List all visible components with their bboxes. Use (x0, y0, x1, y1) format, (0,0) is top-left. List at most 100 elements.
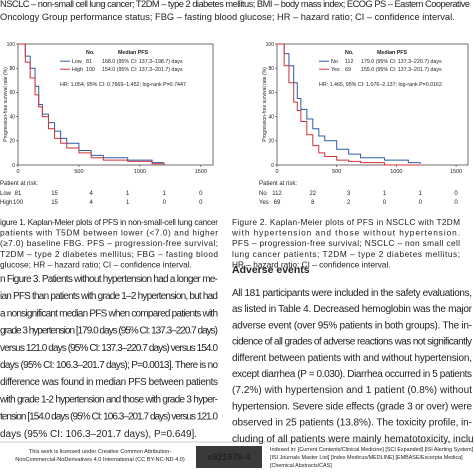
figure-caption: igure 1. Kaplan-Meier plots of PFS in no… (0, 217, 218, 227)
body-text: observed in 25 patients (13.8%). The tox… (232, 418, 472, 429)
risk-count: 69 (274, 200, 281, 206)
body-text: tension [154.0 days (95% CI: 106.3–201.7… (0, 412, 218, 423)
legend-n: 112 (345, 59, 353, 65)
survival-curve (277, 43, 421, 164)
risk-count: 0 (454, 191, 458, 197)
legend-header: No. (345, 50, 354, 56)
risk-count: 100 (13, 200, 24, 206)
body-text: different between patients with and with… (232, 353, 472, 364)
plot-frame (17, 43, 214, 166)
x-tick-label: 500 (332, 169, 341, 175)
indexed-text: Indexed in: [Current Contents/Clinical M… (270, 447, 474, 453)
figure-caption: lung cancer patients; T2DM – type 2 diab… (232, 249, 460, 259)
body-text: difference was found in median PFS betwe… (0, 377, 218, 388)
y-tick-label: 60 (9, 90, 15, 96)
x-tick-label: 1000 (390, 169, 402, 175)
x-tick-label: 0 (16, 169, 19, 175)
body-text: days (95% CI: 106.3–201.7 days); P=0.001… (0, 360, 218, 371)
risk-count: 0 (199, 191, 203, 197)
risk-count: 1 (163, 191, 167, 197)
header-line: Oncology Group performance status; FBG –… (0, 12, 455, 22)
page-number-box (196, 446, 262, 468)
figure-caption: with hypertension and those without hype… (231, 228, 460, 238)
figure-caption: T2DM – type 2 diabetes mellitus; FBG – f… (0, 249, 218, 259)
y-tick-label: 20 (9, 139, 15, 145)
body-text: as listed in Table 4. Decreased hemoglob… (232, 304, 473, 315)
risk-count: 81 (15, 191, 22, 197)
y-axis-label: Progression-free survival rate (%) (3, 67, 9, 142)
risk-title: Patient at risk: (0, 181, 38, 187)
risk-row-name: No (259, 191, 267, 197)
body-text: cluding of all patients were mainly hema… (232, 434, 474, 445)
y-tick-label: 80 (268, 66, 274, 72)
risk-count: 112 (272, 191, 282, 197)
survival-curve (277, 43, 421, 166)
risk-count: 0 (454, 200, 458, 206)
body-text: versus 121.0 days (95% CI: 137.3–220.7 d… (0, 343, 218, 354)
legend-header: No. (86, 50, 95, 56)
body-text: (7.2%) with hypertension and 1 patient (… (232, 385, 472, 396)
x-tick-label: 1500 (450, 169, 462, 175)
figure-caption: HR – hazard ratio; CI – confidence inter… (232, 259, 391, 269)
body-text: adverse event (over 95% patients in both… (232, 320, 472, 331)
legend-header: Median PFS (118, 50, 148, 56)
risk-count: 1 (419, 191, 423, 197)
legend-median: 154.0 (95% CI: 137.3–201.7) days (102, 67, 183, 73)
legend-median: 179.0 (95% CI: 137.3–220.7) days (361, 59, 442, 65)
legend-name: Yes (331, 67, 340, 73)
y-tick-label: 20 (268, 139, 274, 145)
y-tick-label: 100 (266, 42, 275, 48)
figure-caption: glucose; HR – hazard ratio; CI – confide… (0, 259, 192, 269)
x-tick-label: 1000 (134, 169, 146, 175)
y-tick-label: 0 (12, 163, 15, 169)
risk-count: 0 (163, 200, 167, 206)
risk-count: 0 (383, 200, 387, 206)
legend-stat: HR: 1.465, 95% CI: 1.076–2.137; log-rank… (319, 82, 442, 88)
legend-name: High (72, 67, 83, 73)
risk-count: 1 (126, 200, 130, 206)
risk-count: 15 (51, 200, 58, 206)
body-text: cidence of all grades of adverse reactio… (232, 337, 472, 348)
indexed-text: [ISI Journals Master List] [Index Medicu… (270, 455, 463, 461)
legend-header: Median PFS (377, 50, 407, 56)
risk-count: 4 (89, 200, 93, 206)
figure-caption: (≥7.0) baseline FBG. PFS – progression-f… (0, 238, 218, 248)
risk-count: 1 (383, 191, 387, 197)
page-number: e921676-4 (207, 452, 250, 462)
risk-row-name: Low (0, 191, 12, 197)
legend-name: No (331, 59, 338, 65)
survival-curve (18, 43, 165, 164)
y-tick-label: 0 (271, 163, 274, 169)
y-tick-label: 60 (268, 90, 274, 96)
body-text: grade 3 hypertension [179.0 days (95% CI… (0, 326, 218, 337)
y-tick-label: 40 (268, 114, 274, 120)
risk-count: 0 (199, 200, 203, 206)
legend-stat: HR: 1.054, 95% CI: 0.7669–1.452; log-ran… (60, 82, 186, 88)
figure-caption: Figure 2. Kaplan-Meier plots of PFS in N… (232, 217, 460, 227)
risk-count: 1 (126, 191, 130, 197)
figure-caption: patients with T5DM between lower (<7.0) … (0, 228, 218, 238)
body-text: with grade 1-2 hypertension and those wi… (0, 394, 218, 405)
risk-count: 8 (311, 200, 315, 206)
risk-row-name: High (0, 200, 12, 206)
x-tick-label: 0 (275, 169, 278, 175)
survival-curve (18, 43, 165, 165)
license-text: NonCommercial-NoDerivatives 4.0 Internat… (15, 457, 185, 463)
y-axis-label: Progression-free survival rate (%) (262, 67, 268, 142)
legend-median: 168.0 (95% CI: 137.3–198.7) days (102, 59, 183, 65)
body-text: ian PFS than patients with grade 1–2 hyp… (0, 291, 218, 302)
risk-title: Patient at risk: (259, 181, 297, 187)
legend-median: 155.0 (95% CI: 137.3–201.7) days (361, 67, 442, 73)
body-text: All 181 participants were included in th… (232, 288, 472, 299)
x-tick-label: 500 (74, 169, 83, 175)
risk-count: 0 (419, 200, 423, 206)
figure-caption: PFS – progression-free survival; NSCLC –… (232, 238, 460, 248)
risk-count: 15 (51, 191, 58, 197)
y-tick-label: 80 (9, 66, 15, 72)
legend-n: 69 (345, 67, 351, 73)
indexed-text: [Chemical Abstracts/CAS] (270, 463, 332, 469)
y-tick-label: 40 (9, 114, 15, 120)
legend-n: 81 (86, 59, 92, 65)
